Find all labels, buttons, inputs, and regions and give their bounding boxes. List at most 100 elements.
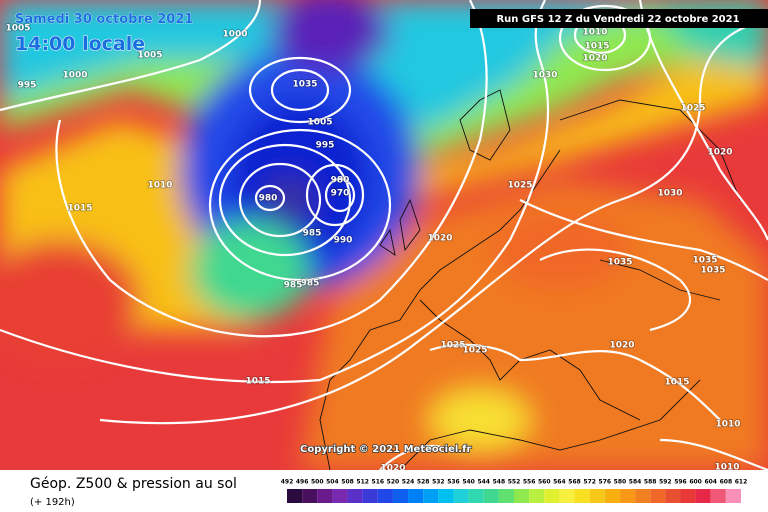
isobar-label: 1015 [67,204,92,214]
scale-swatch [574,489,590,503]
isobar-label: 1020 [427,234,452,244]
isobar-label: 1000 [222,30,247,40]
scale-swatch [377,489,393,503]
isobar-label: 1020 [380,464,405,474]
scale-swatch [650,489,666,503]
isobar-label: 1000 [62,71,87,81]
geopotential-field [0,0,768,470]
scale-swatch [725,489,741,503]
scale-label: 516 [372,479,385,486]
isobar-label: 1010 [714,463,739,473]
coastlines [319,89,741,470]
scale-label: 528 [417,479,430,486]
copyright: Copyright © 2021 Meteociel.fr [300,444,471,455]
isobar-label: 1010 [147,181,172,191]
isobar-label: 1030 [532,71,557,81]
scale-swatch [453,489,469,503]
scale-swatch [438,489,454,503]
isobar-label: 970 [331,189,350,199]
scale-label: 508 [341,479,354,486]
scale-label: 604 [704,479,717,486]
scale-swatch [317,489,333,503]
scale-label: 564 [553,479,566,486]
isobar-label: 1015 [664,378,689,388]
scale-swatch [635,489,651,503]
isobar-label: 980 [331,176,350,186]
scale-label: 496 [296,479,309,486]
isobar-label: 1025 [680,104,705,114]
scale-swatch [710,489,726,503]
scale-label: 572 [583,479,596,486]
isobar-label: 1005 [5,24,30,34]
scale-swatch [544,489,560,503]
run-banner [470,9,768,28]
footer-title: Géop. Z500 & pression au sol [30,476,237,492]
scale-swatch [392,489,409,503]
scale-label: 504 [326,479,339,486]
isobar-label: 1035 [700,266,725,276]
isobar-label: 995 [316,141,335,151]
scale-label: 608 [720,479,733,486]
scale-label: 556 [523,479,536,486]
scale-label: 512 [356,479,369,486]
isobar-label: 995 [18,81,37,91]
scale-swatch [529,489,545,503]
scale-label: 532 [432,479,445,486]
scale-label: 520 [387,479,400,486]
scale-label: 548 [493,479,506,486]
isobar-label: 1025 [440,341,465,351]
isobar-label: 1020 [707,148,732,158]
run-info: Run GFS 12 Z du Vendredi 22 octobre 2021 [496,14,739,25]
scale-swatch [423,489,439,503]
isobar-label: 985 [303,229,322,239]
scale-swatch [332,489,348,503]
forecast-time: 14:00 locale [15,33,145,55]
scale-swatch [483,489,499,503]
scale-swatch [287,489,303,503]
scale-label: 544 [477,479,490,486]
scale-swatch [302,489,318,503]
scale-label: 580 [614,479,627,486]
scale-label: 600 [689,479,702,486]
isobar-label: 1010 [715,420,740,430]
scale-swatch [468,489,484,503]
isobar-label: 1005 [137,51,162,61]
scale-label: 524 [402,479,415,486]
isobar-label: 1020 [609,341,634,351]
scale-label: 592 [659,479,672,486]
scale-swatch [347,489,363,503]
isobar-label: 1020 [582,54,607,64]
scale-swatch [589,489,605,503]
isobar-label: 1035 [692,256,717,266]
scale-swatch [665,489,681,503]
isobar-label: 1025 [462,346,487,356]
scale-label: 492 [281,479,294,486]
scale-label: 500 [311,479,324,486]
scale-label: 560 [538,479,551,486]
scale-swatch [604,489,620,503]
scale-swatch [362,489,378,503]
isobar-label: 1035 [607,258,632,268]
scale-label: 540 [462,479,475,486]
forecast-date: Samedi 30 octobre 2021 [15,12,193,27]
scale-swatch [514,489,530,503]
map: 1005 1000 1005 995 1000 1035 1005 995 980 980 970 9… [0,0,768,474]
isobar-label: 1010 [582,28,607,38]
scale-label: 568 [568,479,581,486]
scale-label: 588 [644,479,657,486]
scale-label: 584 [629,479,642,486]
isobar-labels: 1005 1000 1005 995 1000 1035 1005 995 980 980 970 9… [5,23,742,474]
isobar-label: 1030 [657,189,682,199]
scale-label: 552 [508,479,521,486]
isobar-label: 985 [301,279,320,289]
scale-swatch [680,489,696,503]
scale-swatch [619,489,636,503]
footer-lead: (+ 192h) [30,497,75,508]
isobar-label: 1035 [292,80,317,90]
isobar-label: 985 [284,281,303,291]
scale-swatch [559,489,575,503]
isobar-label: 990 [334,236,353,246]
isobar-label: 1015 [584,42,609,52]
isobar-label: 980 [259,194,278,204]
